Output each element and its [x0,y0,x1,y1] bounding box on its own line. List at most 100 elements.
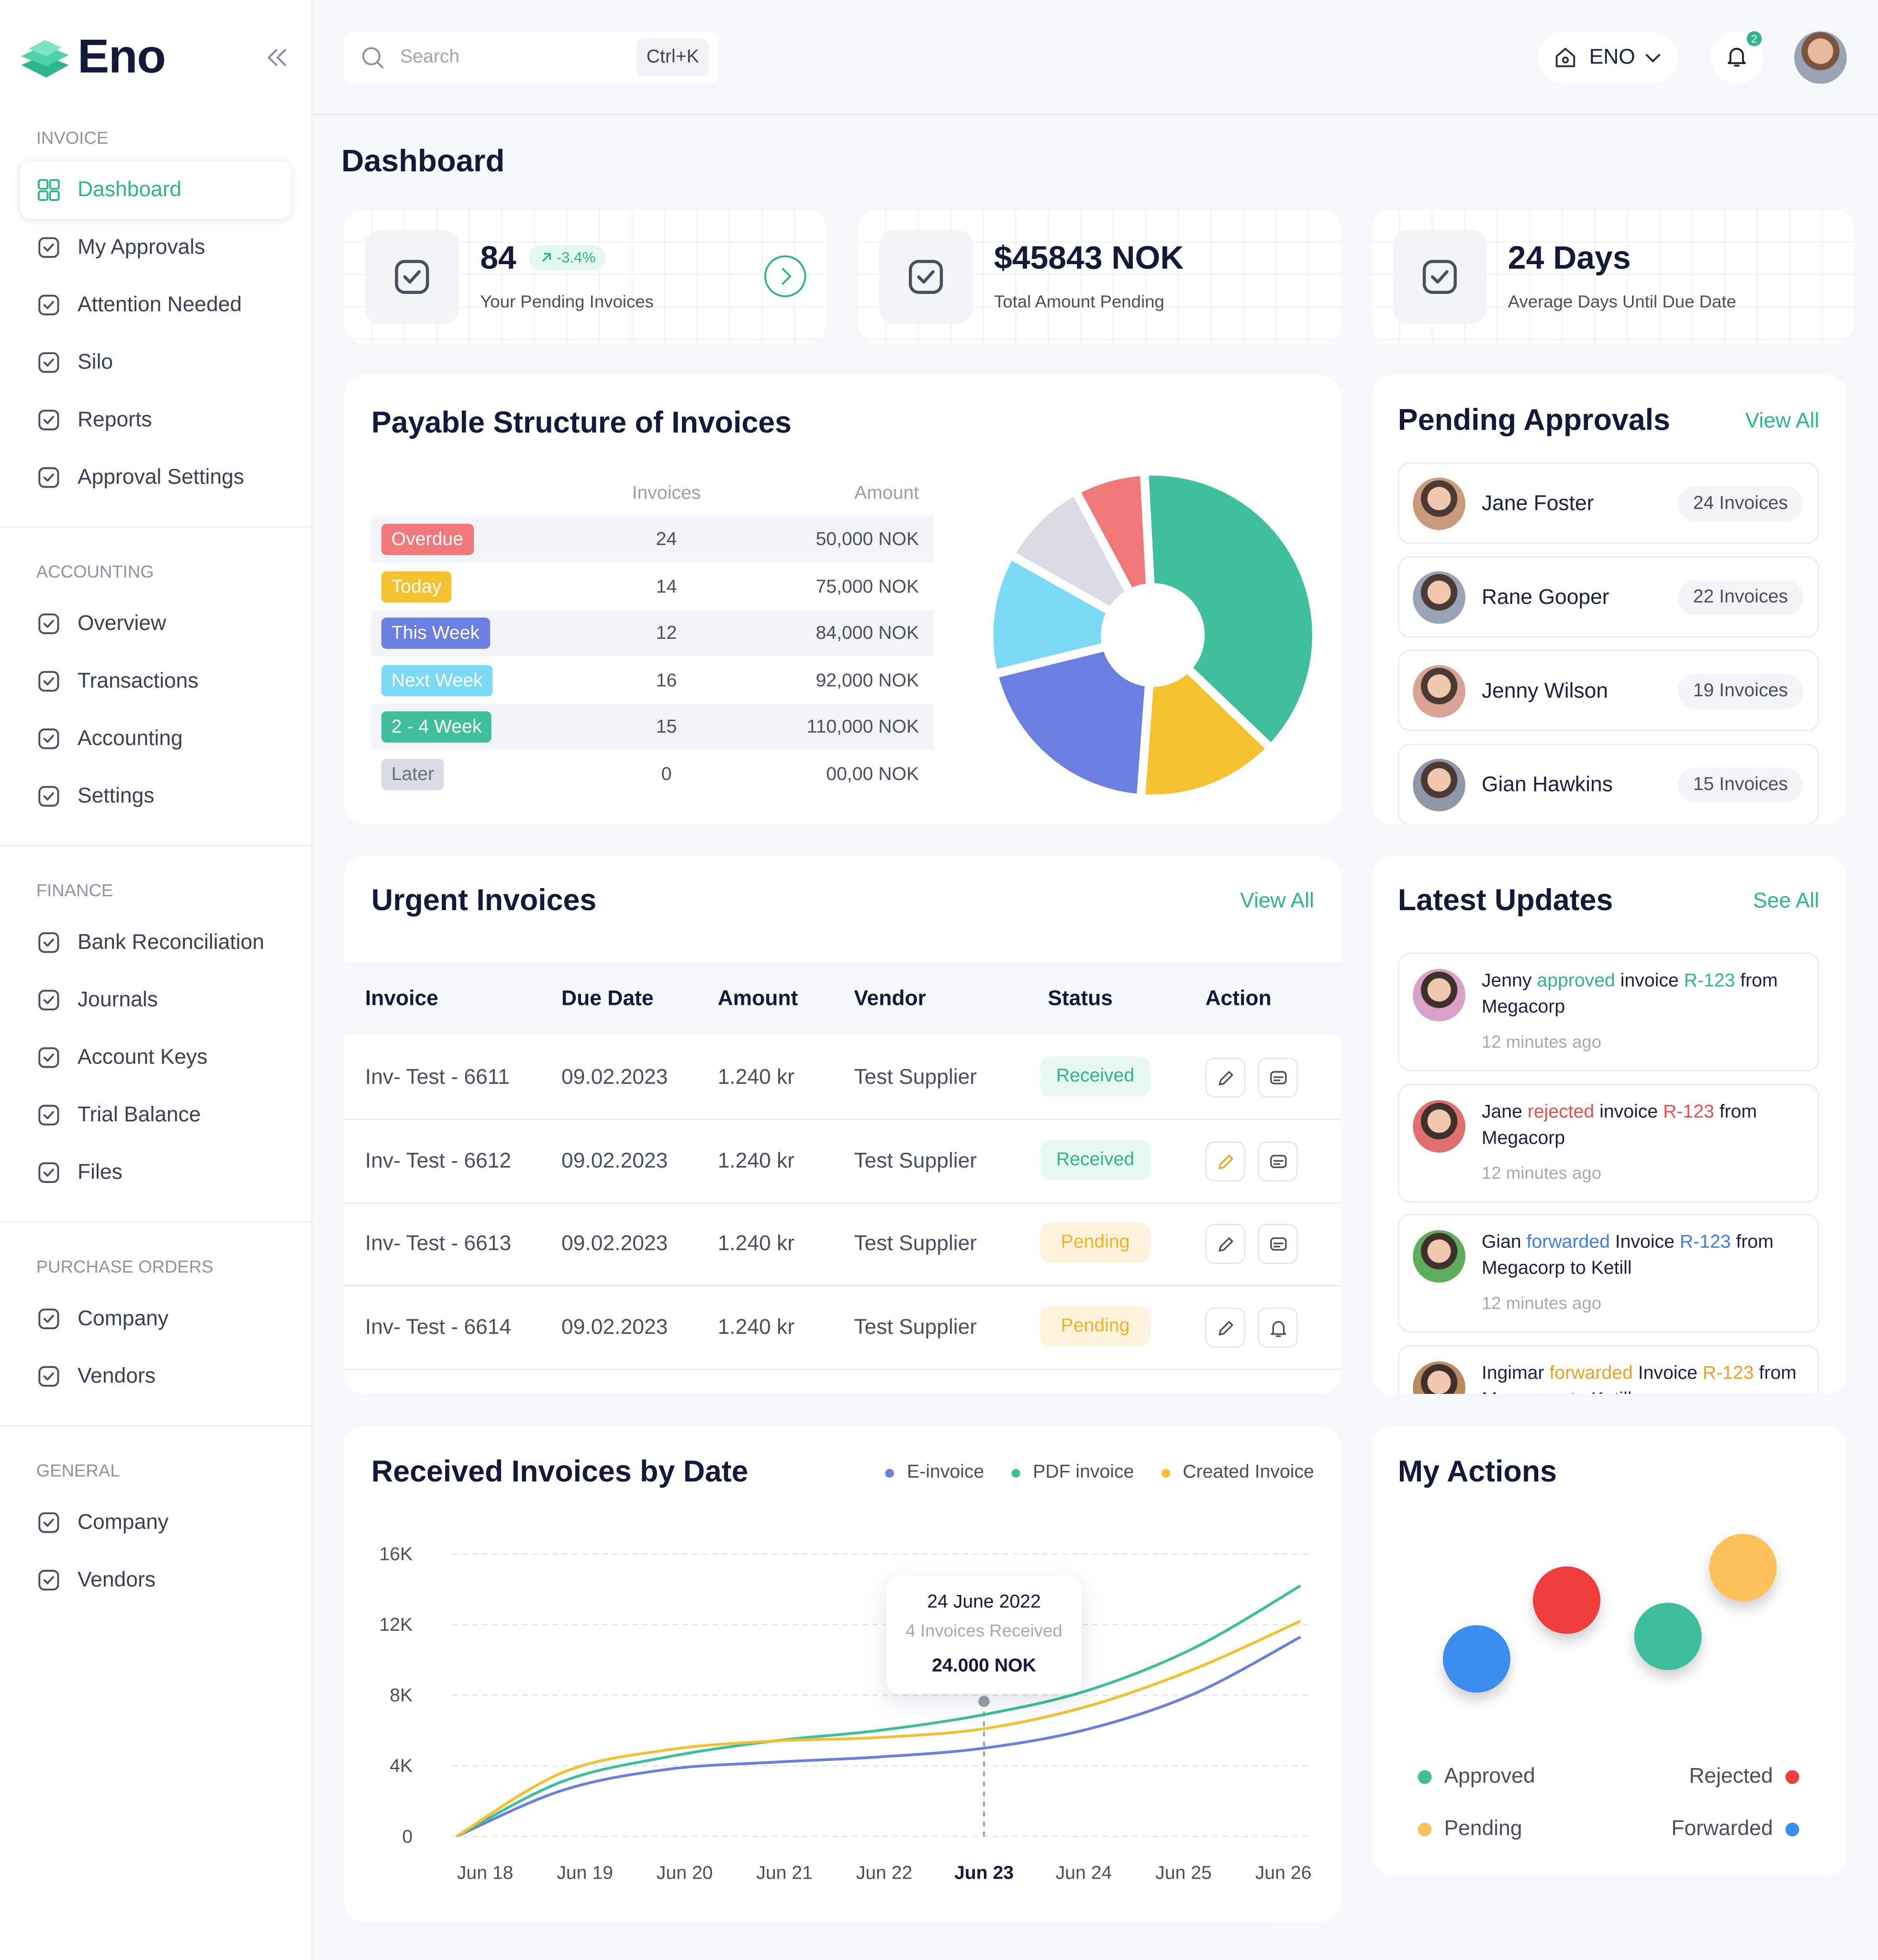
action-button[interactable] [1258,1058,1298,1098]
nav-item[interactable]: Dashboard [20,161,291,219]
view-all-link[interactable]: View All [1745,409,1820,433]
nav-item[interactable]: Reports [20,391,291,449]
nav-item[interactable]: Vendors [20,1551,291,1609]
legend-dot [1785,1769,1800,1783]
nav-item[interactable]: Company [20,1290,291,1348]
workspace-name: ENO [1589,45,1635,69]
cell: 09.02.2023 [561,1315,668,1339]
icon-part [38,671,59,692]
nav-section-title: GENERAL [36,1460,120,1481]
nav-item[interactable]: Settings [20,768,291,825]
collapse-button[interactable] [264,45,289,70]
icon [1218,1071,1233,1086]
payable-row: Later 0 00,00 NOK [371,751,934,798]
legend-label: Rejected [1689,1764,1773,1788]
nav-section: ACCOUNTING Overview Transactions Accounting… [0,527,312,846]
action-button[interactable] [1258,1141,1298,1181]
action-button[interactable] [1258,1224,1298,1265]
icon-part [38,179,49,190]
logo-icon [21,40,69,78]
nav-item[interactable]: Vendors [20,1348,291,1405]
approval-item[interactable]: Jane Foster 24 Invoices [1397,462,1820,544]
approval-item[interactable]: Gian Hawkins 15 Invoices [1397,744,1820,824]
legend-label: Created Invoice [1183,1461,1314,1483]
received-invoices-card: Received Invoices by Date E-invoice PDF in… [344,1426,1341,1922]
payable-row: Next Week 16 92,000 NOK [371,657,934,704]
icon [38,1570,59,1591]
nav-item[interactable]: Silo [20,334,291,391]
cell: 1.240 kr [717,1148,795,1172]
column-header: Invoice [365,986,438,1010]
icon-part [43,416,54,424]
nav-item[interactable]: Account Keys [20,1029,291,1086]
icon-part [764,255,806,298]
nav-item[interactable]: Attention Needed [20,276,291,334]
icon-part [43,1053,54,1062]
row-divider [344,1369,1341,1370]
stat-card: $45843 NOK Total Amount Pending [858,209,1341,344]
nav-item[interactable]: Trial Balance [20,1086,291,1144]
action-button[interactable] [1205,1058,1246,1098]
stat-label: Your Pending Invoices [480,291,654,312]
nav-item-label: Company [77,1306,169,1330]
nav-item[interactable]: Files [20,1144,291,1201]
action-button[interactable] [1205,1141,1246,1181]
nav-item[interactable]: My Approvals [20,219,291,276]
stat-change: -3.4% [529,245,606,270]
approval-item[interactable]: Rane Gooper 22 Invoices [1397,556,1820,638]
nav-item[interactable]: Company [20,1494,291,1551]
icon [38,410,59,431]
invoice-count-badge: 22 Invoices [1678,580,1803,615]
nav-item[interactable]: Overview [20,595,291,653]
stat-icon-box [1393,230,1487,324]
icon-part [1431,270,1449,284]
nav-item-label: Bank Reconciliation [77,930,265,954]
nav-item-label: Trial Balance [77,1102,201,1126]
icon-part [1273,1159,1284,1165]
nav-item[interactable]: Transactions [20,653,291,710]
icon-part [917,270,935,284]
card-title: Latest Updates [1397,884,1613,918]
status-pill: Received [1040,1056,1151,1097]
stat-label: Average Days Until Due Date [1508,291,1736,312]
notification-count: 2 [1746,31,1762,46]
update-item: Gian forwarded Invoice R-123 from Megaco… [1397,1214,1820,1333]
action-button[interactable] [1205,1224,1246,1265]
icon-part [1270,1071,1287,1085]
nav-item[interactable]: Approval Settings [20,449,291,506]
update-word: from Megacorp [1481,1101,1757,1148]
brand-name: Eno [77,31,166,84]
see-all-link[interactable]: See All [1753,889,1820,913]
cell: 09.02.2023 [561,1148,668,1172]
my-actions-card: My Actions Approved Rejected Pending Forward… [1371,1426,1847,1875]
action-button[interactable] [1205,1307,1246,1348]
approval-item[interactable]: Jenny Wilson 19 Invoices [1397,650,1820,732]
legend-label: PDF invoice [1033,1461,1134,1483]
latest-updates-card: Latest Updates See All Jenny approved invo… [1371,856,1847,1394]
update-word: Jenny [1481,970,1532,991]
legend: E-invoice PDF invoice Created Invoice [885,1459,1314,1486]
nav-item[interactable]: Accounting [20,710,291,768]
icon [38,294,59,316]
icon-part [38,352,59,373]
icon [1218,1154,1233,1169]
icon [38,671,59,692]
update-highlight: R-123 [1663,1101,1714,1122]
nav-item[interactable]: Journals [20,971,291,1029]
user-avatar[interactable] [1794,31,1847,84]
icon-part [43,620,54,628]
open-button[interactable] [763,254,808,299]
notifications-button[interactable]: 2 [1710,31,1763,84]
update-highlight: forwarded [1526,1231,1610,1253]
icon-part [43,1314,54,1323]
status-badge: Today [381,570,452,602]
workspace-switcher[interactable]: ENO [1538,31,1678,84]
nav-item[interactable]: Bank Reconciliation [20,914,291,971]
search-box[interactable]: Search Ctrl+K [344,31,719,84]
action-button[interactable] [1258,1307,1298,1348]
page-title: Dashboard [341,144,505,179]
stat-icon-box [879,230,973,324]
invoice-count-badge: 24 Invoices [1678,486,1803,522]
icon-part [38,467,59,488]
view-all-link[interactable]: View All [1240,889,1314,913]
